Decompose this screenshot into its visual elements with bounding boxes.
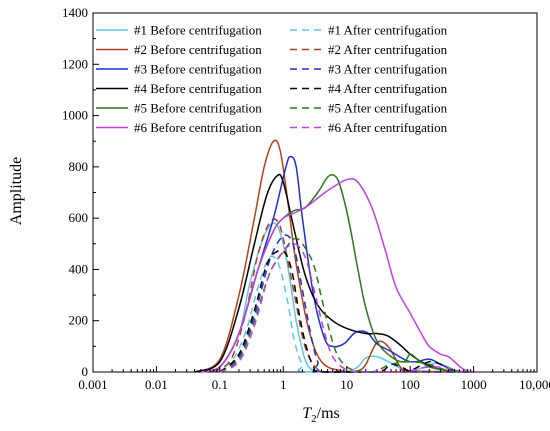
y-tick-label: 200: [69, 313, 89, 328]
series-line-3: [194, 139, 474, 373]
x-tick-label: 0.1: [212, 377, 228, 392]
x-tick-label: 10,000: [519, 377, 550, 392]
y-tick-label: 600: [69, 210, 89, 225]
x-axis-title-sub: 2: [311, 413, 317, 425]
x-tick-label: 0.001: [78, 377, 107, 392]
legend-label: #5 Before centrifugation: [134, 101, 262, 116]
legend-label: #5 After centrifugation: [328, 101, 448, 116]
y-tick-label: 0: [82, 364, 89, 379]
y-tick-label: 400: [69, 261, 89, 276]
x-tick-label: 10: [340, 377, 353, 392]
series-line-11: [200, 178, 474, 373]
legend: #1 Before centrifugation #1 After centrif…: [96, 23, 448, 135]
legend-label: #6 After centrifugation: [328, 120, 448, 135]
x-axis-title-unit: /ms: [317, 405, 340, 422]
x-tick-label: 100: [400, 377, 420, 392]
series-line-8: [219, 249, 474, 373]
legend-label: #3 Before centrifugation: [134, 62, 262, 77]
y-axis-title: Amplitude: [8, 157, 25, 225]
x-axis-title: T2/ms: [302, 405, 340, 425]
y-tick-label: 1000: [62, 108, 88, 123]
x-tick-label: 0.01: [145, 377, 168, 392]
x-tick-label: 1000: [461, 377, 487, 392]
legend-label: #6 Before centrifugation: [134, 120, 262, 135]
legend-label: #1 After centrifugation: [328, 23, 448, 38]
legend-label: #2 After centrifugation: [328, 42, 448, 57]
series-line-2: [213, 255, 474, 373]
y-tick-label: 1200: [62, 56, 88, 71]
legend-label: #1 Before centrifugation: [134, 23, 262, 38]
legend-label: #3 After centrifugation: [328, 62, 448, 77]
y-tick-label: 800: [69, 159, 89, 174]
x-tick-label: 1: [280, 377, 287, 392]
y-tick-label: 1400: [62, 5, 88, 20]
legend-label: #2 Before centrifugation: [134, 42, 262, 57]
x-axis-title-main: T: [302, 405, 312, 422]
axis-ticks: 0.001 0.01 0.1 1 10 100 1000 10,000 0 200 400 600 80…: [62, 5, 550, 392]
series-line-12: [219, 242, 474, 373]
series-line-4: [213, 218, 474, 373]
series-line-6: [219, 234, 474, 373]
series-line-7: [194, 173, 474, 373]
series-line-5: [200, 155, 474, 373]
series-curves: [194, 139, 474, 373]
legend-label: #4 After centrifugation: [328, 81, 448, 96]
legend-label: #4 Before centrifugation: [134, 81, 262, 96]
